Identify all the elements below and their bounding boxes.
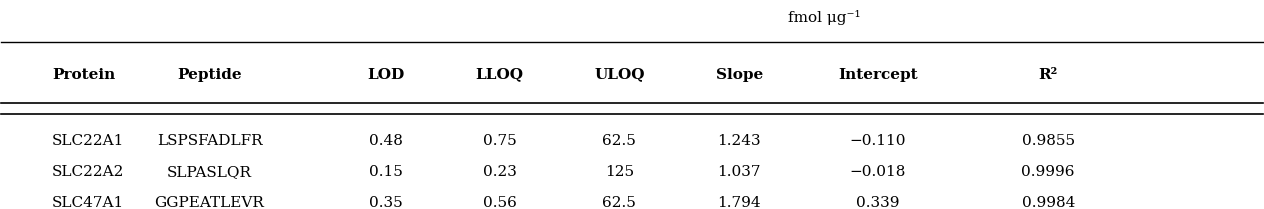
- Text: −0.018: −0.018: [849, 165, 906, 179]
- Text: 0.339: 0.339: [856, 196, 900, 209]
- Text: 0.35: 0.35: [369, 196, 403, 209]
- Text: SLPASLQR: SLPASLQR: [167, 165, 252, 179]
- Text: 0.48: 0.48: [369, 134, 403, 148]
- Text: GGPEATLEVR: GGPEATLEVR: [154, 196, 264, 209]
- Text: Peptide: Peptide: [177, 68, 241, 82]
- Text: Intercept: Intercept: [838, 68, 918, 82]
- Text: 125: 125: [605, 165, 635, 179]
- Text: 62.5: 62.5: [603, 196, 636, 209]
- Text: Protein: Protein: [52, 68, 115, 82]
- Text: LSPSFADLFR: LSPSFADLFR: [157, 134, 263, 148]
- Text: 0.15: 0.15: [369, 165, 403, 179]
- Text: 0.9984: 0.9984: [1021, 196, 1074, 209]
- Text: R²: R²: [1039, 68, 1058, 82]
- Text: 0.9855: 0.9855: [1021, 134, 1074, 148]
- Text: LOD: LOD: [368, 68, 404, 82]
- Text: 62.5: 62.5: [603, 134, 636, 148]
- Text: LLOQ: LLOQ: [475, 68, 523, 82]
- Text: SLC47A1: SLC47A1: [52, 196, 124, 209]
- Text: 0.75: 0.75: [483, 134, 517, 148]
- Text: SLC22A1: SLC22A1: [52, 134, 124, 148]
- Text: 1.794: 1.794: [718, 196, 761, 209]
- Text: fmol μg⁻¹: fmol μg⁻¹: [787, 10, 861, 25]
- Text: 1.243: 1.243: [718, 134, 761, 148]
- Text: 1.037: 1.037: [718, 165, 761, 179]
- Text: SLC22A2: SLC22A2: [52, 165, 124, 179]
- Text: 0.9996: 0.9996: [1021, 165, 1074, 179]
- Text: −0.110: −0.110: [849, 134, 906, 148]
- Text: 0.56: 0.56: [483, 196, 517, 209]
- Text: 0.23: 0.23: [483, 165, 517, 179]
- Text: Slope: Slope: [715, 68, 763, 82]
- Text: ULOQ: ULOQ: [594, 68, 645, 82]
